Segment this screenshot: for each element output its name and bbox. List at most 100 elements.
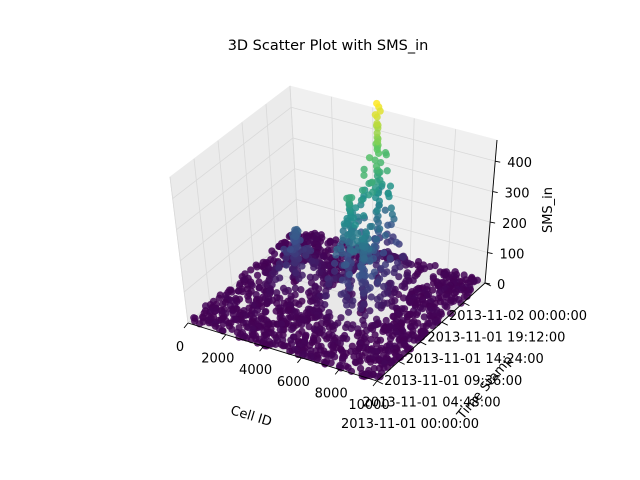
scatter-point: [277, 320, 286, 328]
scatter-point: [253, 271, 262, 279]
y-tick-label: 2013-11-01 04:48:00: [363, 395, 501, 410]
scatter-point: [388, 210, 396, 218]
scatter-point: [338, 276, 346, 284]
scatter-point: [390, 268, 398, 277]
scatter-point: [447, 298, 455, 306]
scatter-point: [357, 196, 366, 204]
scatter-point: [380, 282, 388, 291]
scatter-point: [351, 221, 359, 229]
y-tick-label: 2013-11-01 19:12:00: [427, 331, 565, 346]
z-tick-mark: [487, 252, 493, 254]
scatter-point: [353, 237, 361, 245]
y-tick-mark: [376, 380, 384, 385]
scatter-point: [423, 291, 431, 300]
scatter-point: [248, 281, 256, 289]
scatter-point: [358, 186, 367, 194]
scatter-point: [366, 222, 374, 231]
scatter-point: [403, 271, 411, 279]
scatter-point: [360, 254, 368, 262]
scatter-point: [215, 294, 223, 302]
scatter-point: [306, 273, 314, 281]
scatter-point: [286, 347, 294, 355]
scatter-point: [366, 256, 374, 265]
scatter-point: [279, 342, 287, 350]
scatter-point: [219, 320, 227, 328]
scatter-point: [377, 264, 385, 273]
scatter-point: [365, 191, 373, 199]
scatter-point: [385, 347, 393, 356]
grid-line-z: [183, 198, 488, 293]
scatter-points: [190, 99, 482, 381]
scatter-point: [337, 314, 345, 322]
scatter-point: [292, 269, 300, 277]
scatter-point: [324, 239, 332, 248]
scatter-point: [382, 151, 390, 159]
grid-line-y-wall: [217, 140, 233, 286]
scatter-point: [219, 327, 227, 335]
x-tick-label: 2000: [201, 352, 234, 367]
scatter-point: [329, 325, 337, 333]
scatter-point: [330, 267, 339, 275]
scatter-point: [427, 313, 435, 321]
scatter-point: [373, 295, 381, 303]
scatter-point: [350, 352, 358, 361]
x-tick-mark: [372, 380, 378, 387]
scatter-point: [428, 322, 437, 330]
scatter-point: [373, 119, 381, 128]
scatter-point: [418, 305, 427, 313]
scatter-point: [382, 316, 390, 325]
scatter-point: [429, 273, 437, 281]
scatter-point: [446, 309, 455, 317]
scatter-point: [345, 270, 354, 279]
x-tick-mark: [221, 334, 227, 340]
scatter-point: [373, 278, 382, 286]
scatter-point: [373, 129, 381, 137]
scatter-point: [325, 280, 333, 288]
x-tick-mark: [183, 322, 189, 329]
scatter-point: [272, 275, 280, 284]
scatter-point: [310, 263, 318, 272]
y-tick-label: 2013-11-02 00:00:00: [449, 309, 587, 324]
x-tick-label: 8000: [315, 386, 348, 401]
scatter-point: [332, 251, 340, 259]
scatter-point: [342, 323, 350, 332]
scatter-point: [348, 301, 356, 309]
scatter-point: [282, 261, 290, 269]
z-tick-mark: [492, 191, 498, 194]
scatter-point: [386, 254, 394, 262]
scatter-point: [357, 264, 365, 272]
scatter-point: [272, 340, 280, 348]
x-axis-line: [187, 322, 378, 382]
scatter-point: [327, 359, 335, 367]
scatter-point: [337, 290, 345, 298]
scatter-point: [253, 339, 262, 347]
scatter-point: [307, 247, 315, 255]
scatter-point: [349, 214, 358, 222]
scatter-point: [340, 220, 348, 228]
grid-line-y-wall: [289, 85, 299, 231]
z-tick-mark: [495, 160, 501, 163]
scatter-point: [365, 154, 374, 162]
scatter-point: [340, 261, 348, 269]
scatter-point: [298, 320, 306, 329]
grid-line-x-wall: [447, 129, 456, 273]
axes-lines: [187, 139, 498, 382]
z-tick-label: 100: [500, 248, 525, 263]
scatter-point: [323, 335, 331, 343]
scatter-point: [354, 229, 362, 238]
scatter-point: [275, 264, 283, 272]
scatter-point: [219, 300, 227, 308]
scatter-point: [372, 235, 381, 243]
scatter-point: [282, 254, 290, 262]
y-tick-mark: [398, 360, 405, 365]
scatter-point: [381, 206, 389, 214]
scatter-point: [373, 146, 381, 154]
scatter-point: [398, 282, 406, 290]
scatter-point: [371, 156, 379, 164]
scatter-point: [379, 249, 388, 257]
scatter-point: [292, 233, 300, 241]
scatter-point: [371, 111, 379, 119]
scatter-point: [360, 171, 368, 179]
